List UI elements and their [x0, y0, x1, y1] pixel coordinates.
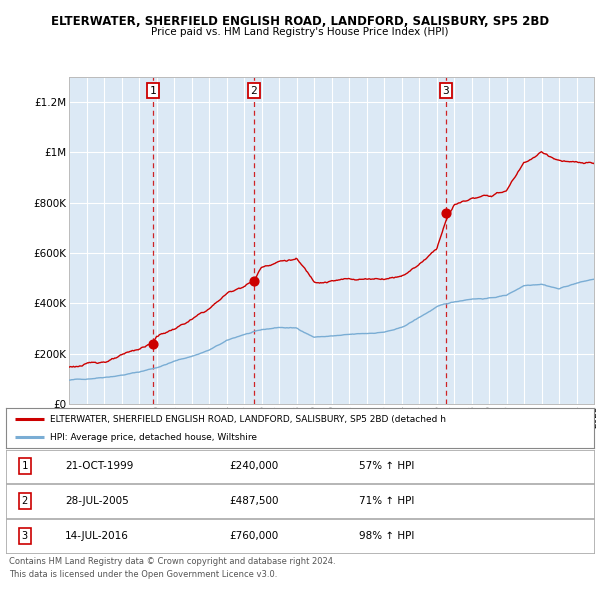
Text: 3: 3 [22, 531, 28, 541]
Point [441, 208, 451, 218]
Point [249, 277, 259, 286]
Text: ELTERWATER, SHERFIELD ENGLISH ROAD, LANDFORD, SALISBURY, SP5 2BD (detached h: ELTERWATER, SHERFIELD ENGLISH ROAD, LAND… [50, 415, 446, 424]
Text: £240,000: £240,000 [229, 461, 278, 471]
Text: 98% ↑ HPI: 98% ↑ HPI [359, 531, 414, 541]
Text: 1: 1 [22, 461, 28, 471]
Text: This data is licensed under the Open Government Licence v3.0.: This data is licensed under the Open Gov… [9, 570, 277, 579]
Text: 28-JUL-2005: 28-JUL-2005 [65, 496, 128, 506]
Text: 71% ↑ HPI: 71% ↑ HPI [359, 496, 414, 506]
Text: Contains HM Land Registry data © Crown copyright and database right 2024.: Contains HM Land Registry data © Crown c… [9, 557, 335, 566]
Text: £760,000: £760,000 [229, 531, 278, 541]
Point [148, 339, 158, 349]
Text: ELTERWATER, SHERFIELD ENGLISH ROAD, LANDFORD, SALISBURY, SP5 2BD: ELTERWATER, SHERFIELD ENGLISH ROAD, LAND… [51, 15, 549, 28]
Text: Price paid vs. HM Land Registry's House Price Index (HPI): Price paid vs. HM Land Registry's House … [151, 27, 449, 37]
Text: 1: 1 [149, 86, 157, 96]
Text: 57% ↑ HPI: 57% ↑ HPI [359, 461, 414, 471]
Text: 2: 2 [22, 496, 28, 506]
Text: HPI: Average price, detached house, Wiltshire: HPI: Average price, detached house, Wilt… [50, 432, 257, 442]
Text: £487,500: £487,500 [229, 496, 279, 506]
Text: 3: 3 [442, 86, 449, 96]
Text: 14-JUL-2016: 14-JUL-2016 [65, 531, 128, 541]
Text: 2: 2 [251, 86, 257, 96]
Text: 21-OCT-1999: 21-OCT-1999 [65, 461, 133, 471]
